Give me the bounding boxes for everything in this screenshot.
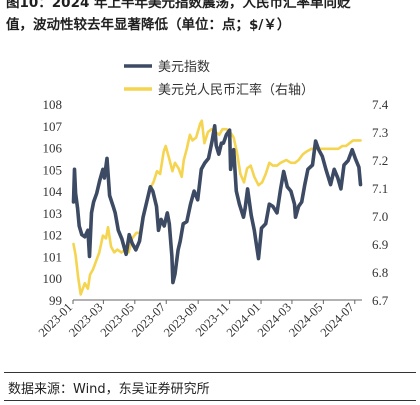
bottom-divider xyxy=(4,400,416,401)
y-left-tick-label: 105 xyxy=(43,162,63,177)
x-tick-label: 2023-09 xyxy=(161,300,200,339)
y-right-tick-label: 7.0 xyxy=(372,209,388,224)
y-right-tick-label: 7.2 xyxy=(372,153,388,168)
x-tick-label: 2023-05 xyxy=(98,300,137,339)
x-tick-label: 2023-11 xyxy=(193,300,232,339)
y-left-tick-label: 102 xyxy=(43,228,63,243)
y-left-tick-label: 108 xyxy=(43,97,63,112)
x-tick-label: 2024-01 xyxy=(224,300,263,339)
x-tick-label: 2023-07 xyxy=(129,300,168,339)
series-line-usdcny xyxy=(72,119,362,296)
legend-label: 美元兑人民币汇率（右轴） xyxy=(158,82,314,98)
y-right-tick-label: 6.8 xyxy=(372,265,388,280)
legend-label: 美元指数 xyxy=(158,60,210,75)
y-left-tick-label: 101 xyxy=(43,249,63,264)
y-right-tick-label: 6.7 xyxy=(372,293,389,308)
y-left-tick-label: 106 xyxy=(43,141,63,156)
chart-title-line2: 值，波动性较去年显著降低（单位：点；$/￥） xyxy=(6,17,291,33)
x-tick-label: 2024-03 xyxy=(255,300,294,339)
y-left-tick-label: 100 xyxy=(43,271,63,286)
x-tick-label: 2024-05 xyxy=(286,300,325,339)
x-tick-label: 2023-03 xyxy=(66,300,105,339)
y-right-tick-label: 7.1 xyxy=(372,181,388,196)
y-left-tick-label: 103 xyxy=(43,206,63,221)
source-note: 数据来源：Wind，东吴证券研究所 xyxy=(8,382,210,397)
y-right-tick-label: 7.4 xyxy=(372,97,389,112)
y-left-tick-label: 99 xyxy=(49,293,62,308)
chart-title-line1: 图10：2024 年上半年美元指数震荡，人民币汇率单向贬 xyxy=(6,0,351,11)
series-line-usd-index xyxy=(71,124,363,285)
x-tick-label: 2024-07 xyxy=(318,300,357,339)
y-left-tick-label: 104 xyxy=(43,184,63,199)
y-left-tick-label: 107 xyxy=(43,119,63,134)
y-right-tick-label: 6.9 xyxy=(372,237,388,252)
y-right-tick-label: 7.3 xyxy=(372,125,388,140)
bottom-divider xyxy=(4,372,416,373)
